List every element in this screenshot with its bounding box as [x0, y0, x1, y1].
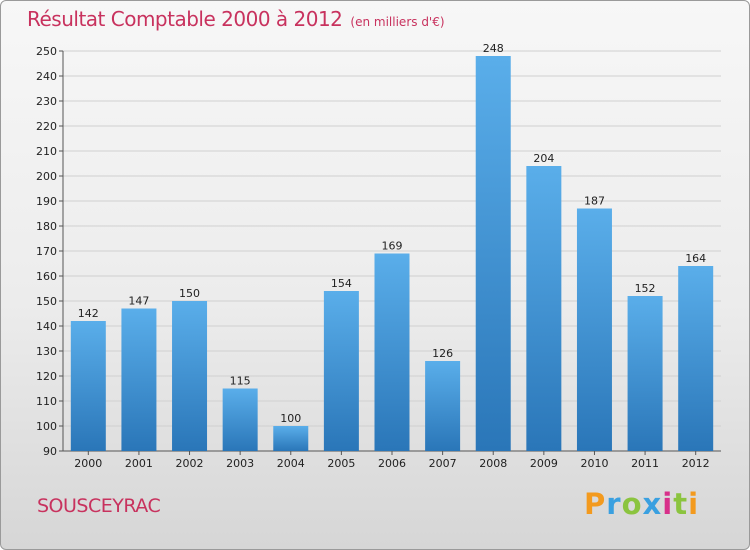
logo-letter-6: i — [688, 487, 700, 521]
y-tick-label-250: 250 — [36, 45, 57, 58]
logo-letter-2: o — [621, 487, 643, 521]
y-tick-label-240: 240 — [36, 70, 57, 83]
y-tick-label-110: 110 — [36, 395, 57, 408]
value-label-2003: 115 — [230, 375, 251, 388]
y-tick-label-200: 200 — [36, 170, 57, 183]
bar-chart: 90 100 110 120 130 140 150 160 170 180 190 200 210 22… — [36, 42, 721, 470]
value-label-2004: 100 — [280, 412, 301, 425]
x-tick-label-2000: 2000 — [74, 457, 102, 470]
value-label-2012: 164 — [685, 252, 706, 265]
bar-2008 — [475, 56, 511, 451]
bar-2006 — [374, 253, 410, 451]
y-tick-label-140: 140 — [36, 320, 57, 333]
x-tick-label-2003: 2003 — [226, 457, 254, 470]
value-label-2010: 187 — [584, 195, 605, 208]
value-label-2000: 142 — [78, 307, 99, 320]
y-tick-label-150: 150 — [36, 295, 57, 308]
bar-2005 — [323, 291, 359, 451]
y-tick-label-130: 130 — [36, 345, 57, 358]
value-label-2009: 204 — [533, 152, 554, 165]
y-tick-label-230: 230 — [36, 95, 57, 108]
value-label-2001: 147 — [128, 295, 149, 308]
x-tick-label-2006: 2006 — [378, 457, 406, 470]
logo-letter-3: x — [642, 487, 663, 521]
y-tick-label-120: 120 — [36, 370, 57, 383]
logo-letter-0: P — [584, 487, 607, 521]
bar-2004 — [273, 426, 309, 451]
bar-2001 — [121, 308, 157, 451]
chart-subtitle: (en milliers d'€) — [350, 15, 445, 29]
x-tick-label-2002: 2002 — [176, 457, 204, 470]
bar-2002 — [172, 301, 208, 451]
bar-2009 — [526, 166, 562, 451]
y-tick-label-180: 180 — [36, 220, 57, 233]
x-tick-label-2001: 2001 — [125, 457, 153, 470]
city-name: SOUSCEYRAC — [37, 495, 161, 517]
bar-2007 — [425, 361, 461, 451]
value-label-2006: 169 — [382, 240, 403, 253]
value-label-2005: 154 — [331, 277, 352, 290]
x-tick-label-2011: 2011 — [631, 457, 659, 470]
labels: 90 100 110 120 130 140 150 160 170 180 190 200 210 22… — [36, 42, 710, 470]
bar-2011 — [627, 296, 663, 451]
x-tick-label-2012: 2012 — [682, 457, 710, 470]
chart-title: Résultat Comptable 2000 à 2012 (en millie… — [27, 7, 445, 31]
bar-2000 — [70, 321, 106, 451]
bars — [70, 56, 714, 451]
y-tick-label-220: 220 — [36, 120, 57, 133]
logo-letter-4: i — [662, 487, 674, 521]
y-tick-label-210: 210 — [36, 145, 57, 158]
value-label-2002: 150 — [179, 287, 200, 300]
y-tick-label-90: 90 — [43, 445, 57, 458]
y-tick-label-170: 170 — [36, 245, 57, 258]
bar-2010 — [576, 208, 612, 451]
value-label-2007: 126 — [432, 347, 453, 360]
x-tick-label-2007: 2007 — [429, 457, 457, 470]
logo-letter-1: r — [606, 487, 622, 521]
value-label-2011: 152 — [635, 282, 656, 295]
x-tick-label-2005: 2005 — [327, 457, 355, 470]
x-tick-label-2009: 2009 — [530, 457, 558, 470]
y-tick-label-190: 190 — [36, 195, 57, 208]
x-tick-label-2004: 2004 — [277, 457, 305, 470]
value-label-2008: 248 — [483, 42, 504, 55]
bar-2012 — [678, 266, 714, 451]
bar-2003 — [222, 388, 258, 451]
logo-letter-5: t — [673, 487, 689, 521]
x-tick-label-2010: 2010 — [580, 457, 608, 470]
proxiti-logo[interactable]: Proxiti — [584, 487, 699, 521]
x-tick-label-2008: 2008 — [479, 457, 507, 470]
y-tick-label-160: 160 — [36, 270, 57, 283]
y-tick-label-100: 100 — [36, 420, 57, 433]
chart-title-text: Résultat Comptable 2000 à 2012 — [27, 7, 343, 31]
